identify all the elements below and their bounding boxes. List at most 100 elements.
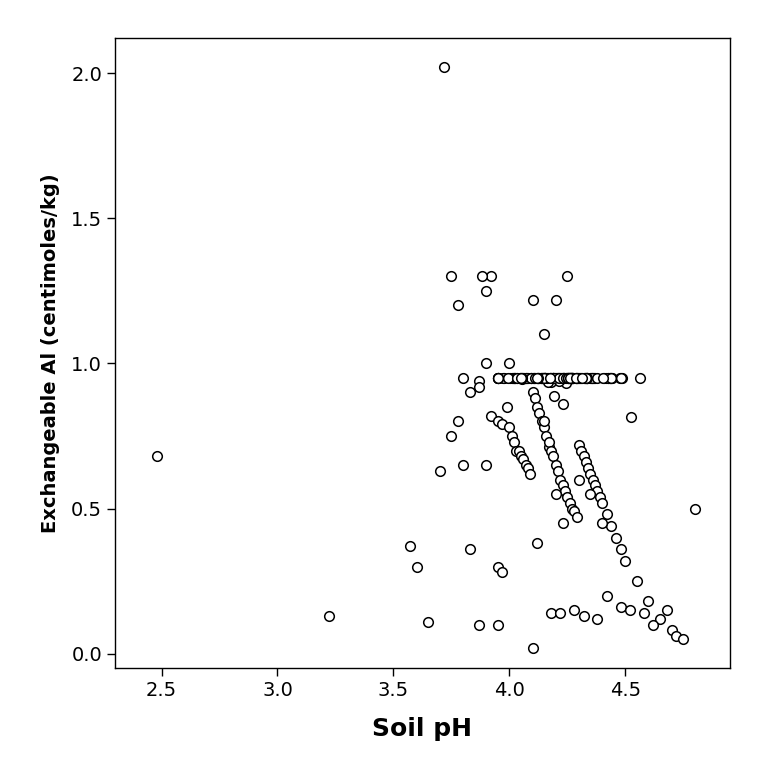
Point [554,372,567,384]
Point [515,372,528,384]
Point [533,372,545,384]
Point [517,453,529,465]
Point [547,372,559,384]
Point [550,488,562,500]
Point [561,491,574,503]
Point [582,462,594,474]
Point [647,618,659,631]
Point [503,421,515,433]
Point [508,372,521,384]
Point [556,372,568,384]
Point [528,392,541,405]
Point [541,430,553,442]
Point [558,372,570,384]
Point [545,376,557,389]
Point [539,372,551,384]
Point [473,380,485,392]
Point [480,357,492,369]
Point [580,372,592,384]
Point [511,372,523,384]
Point [498,372,511,384]
Point [508,372,520,384]
Point [568,505,581,518]
Point [538,372,550,384]
Point [422,616,435,628]
Point [557,517,569,529]
Point [584,468,597,480]
Point [323,610,335,622]
Point [596,517,608,529]
Point [502,372,515,384]
Point [558,372,570,384]
Point [515,372,527,384]
Point [553,372,565,384]
Point [532,372,545,384]
Point [536,372,548,384]
Point [558,372,570,384]
Point [439,61,451,74]
Point [553,372,565,384]
Point [536,372,548,384]
Point [591,485,604,497]
Point [457,458,469,471]
Point [539,372,551,384]
Point [492,372,504,384]
Point [580,456,592,468]
Point [573,473,585,485]
Point [559,485,571,497]
Point [598,372,611,384]
Point [543,441,555,453]
Point [570,372,582,384]
Point [579,372,591,384]
Point [605,372,617,384]
Point [492,372,505,384]
Point [525,372,537,384]
Point [538,372,550,384]
Point [689,502,701,515]
Point [516,372,528,384]
Point [597,372,609,384]
Point [567,372,579,384]
Point [547,372,559,384]
Point [531,538,543,550]
Point [625,411,637,423]
Point [538,372,550,384]
Point [605,372,617,384]
Point [600,372,612,384]
Point [532,372,545,384]
Point [560,376,572,389]
Point [452,415,465,428]
Point [561,270,574,283]
Point [586,372,598,384]
Point [556,372,568,384]
Point [548,390,561,402]
Point [601,508,613,521]
Point [574,372,586,384]
Point [573,372,585,384]
Point [564,372,576,384]
X-axis label: Soil pH: Soil pH [372,717,472,741]
Point [410,561,422,573]
Point [604,372,617,384]
Point [521,372,534,384]
Point [587,372,599,384]
Point [566,372,578,384]
Point [571,511,583,524]
Point [604,372,616,384]
Point [587,473,599,485]
Point [514,372,526,384]
Point [510,445,522,457]
Point [533,406,545,419]
Point [485,270,497,283]
Point [535,372,547,384]
Point [515,372,527,384]
Point [537,372,549,384]
Point [445,430,458,442]
Point [526,293,538,306]
Point [504,372,516,384]
Point [581,372,593,384]
Point [589,479,601,492]
Point [496,566,508,578]
Point [573,439,585,451]
Point [508,372,521,384]
